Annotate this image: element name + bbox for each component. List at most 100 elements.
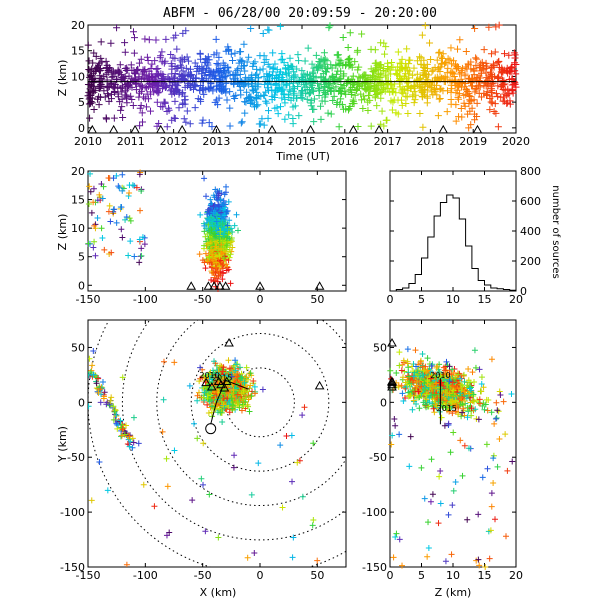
p1-source-mark <box>351 91 359 99</box>
p5-source-mark <box>421 495 428 502</box>
p1-source-mark <box>161 98 169 106</box>
p2-source-mark <box>87 170 94 177</box>
p1-source-mark <box>178 54 186 62</box>
p2-ylabel: Z (km) <box>56 214 69 251</box>
p1-source-mark <box>500 93 508 101</box>
p1-source-mark <box>97 54 105 62</box>
p4-source-mark <box>88 497 95 504</box>
p1-source-mark <box>450 70 458 78</box>
p2-source-mark <box>221 212 228 219</box>
p1-source-mark <box>345 106 353 114</box>
p1-source-mark <box>153 98 161 106</box>
p4-xtick-label: -50 <box>194 569 212 582</box>
p2-source-mark <box>205 206 212 213</box>
p1-source-mark <box>146 76 154 84</box>
p2-station-marker <box>209 281 219 290</box>
p1-source-mark <box>294 51 302 59</box>
p1-source-mark <box>503 91 511 99</box>
p1-source-mark <box>209 87 217 95</box>
p2-source-mark <box>206 254 213 261</box>
p2-source-mark <box>219 269 226 276</box>
p1-source-mark <box>171 97 179 105</box>
p2-source-mark <box>205 253 212 260</box>
p3-xtick-label: 20 <box>509 293 523 306</box>
p1-source-mark <box>367 65 375 73</box>
p1-source-mark <box>295 112 303 120</box>
p1-source-mark <box>342 62 350 70</box>
p5-source-mark <box>388 441 395 448</box>
p2-source-mark <box>225 266 232 273</box>
p1-source-mark <box>238 118 246 126</box>
p1-station-marker <box>108 124 119 134</box>
p1-source-mark <box>314 62 322 70</box>
p2-source-mark <box>101 246 108 253</box>
p1-source-mark <box>246 99 254 107</box>
p5-station-marker <box>387 338 397 347</box>
p1-source-mark <box>322 68 330 76</box>
p1-ytick-label: 10 <box>71 70 85 83</box>
p2-source-mark <box>218 213 225 220</box>
p1-source-mark <box>171 115 179 123</box>
p1-source-mark <box>441 74 449 82</box>
p1-source-mark <box>229 56 237 64</box>
p1-source-mark <box>491 100 499 108</box>
p1-source-mark <box>308 60 316 68</box>
p1-source-mark <box>213 60 221 68</box>
p4-source-mark <box>299 412 306 419</box>
p1-source-mark <box>506 100 514 108</box>
p1-source-mark <box>439 87 447 95</box>
p1-source-mark <box>398 55 406 63</box>
p1-source-mark <box>364 107 372 115</box>
p1-source-mark <box>290 89 298 97</box>
p1-source-mark <box>494 74 502 82</box>
p1-source-mark <box>127 92 135 100</box>
p2-source-mark <box>216 233 223 240</box>
p4-source-mark <box>206 491 213 498</box>
p1-source-mark <box>371 59 379 67</box>
p1-source-mark <box>135 93 143 101</box>
p1-source-mark <box>221 63 229 71</box>
p1-source-mark <box>167 60 175 68</box>
p1-source-mark <box>394 48 402 56</box>
p5-source-mark <box>484 465 491 472</box>
p3-ytick-label: 800 <box>520 165 541 178</box>
p5-source-mark <box>450 429 457 436</box>
p5-source-mark <box>494 463 501 470</box>
p5-source-mark <box>435 520 442 527</box>
p4-source-mark <box>194 397 201 404</box>
p1-source-mark <box>456 36 464 44</box>
p1-source-mark <box>310 87 318 95</box>
p2-source-mark <box>138 252 145 259</box>
p5-source-mark <box>399 562 406 569</box>
p1-source-mark <box>198 119 206 127</box>
p1-source-mark <box>264 60 272 68</box>
p4-source-mark <box>244 554 251 561</box>
p1-source-mark <box>308 83 316 91</box>
p1-source-mark <box>298 87 306 95</box>
p1-source-mark <box>276 22 284 30</box>
p2-source-mark <box>119 171 126 178</box>
p1-source-mark <box>165 106 173 114</box>
p2-source-mark <box>85 240 92 247</box>
p1-source-mark <box>371 46 379 54</box>
p1-source-mark <box>86 114 94 122</box>
p1-source-mark <box>298 67 306 75</box>
p1-source-mark <box>186 83 194 91</box>
p1-source-mark <box>278 50 286 58</box>
p1-source-mark <box>221 72 229 80</box>
p2-source-mark <box>141 241 148 248</box>
p2-source-mark <box>133 184 140 191</box>
p1-source-mark <box>324 109 332 117</box>
p1-source-mark <box>388 81 396 89</box>
p1-source-mark <box>154 89 162 97</box>
p5-source-mark <box>509 458 516 465</box>
p1-source-mark <box>289 120 297 128</box>
p1-source-mark <box>291 71 299 79</box>
p1-source-mark <box>111 84 119 92</box>
p5-source-mark <box>425 519 432 526</box>
p1-source-mark <box>404 109 412 117</box>
p1-source-mark <box>317 115 325 123</box>
p2-source-mark <box>228 238 235 245</box>
p1-source-mark <box>185 57 193 65</box>
p1-source-mark <box>199 86 207 94</box>
